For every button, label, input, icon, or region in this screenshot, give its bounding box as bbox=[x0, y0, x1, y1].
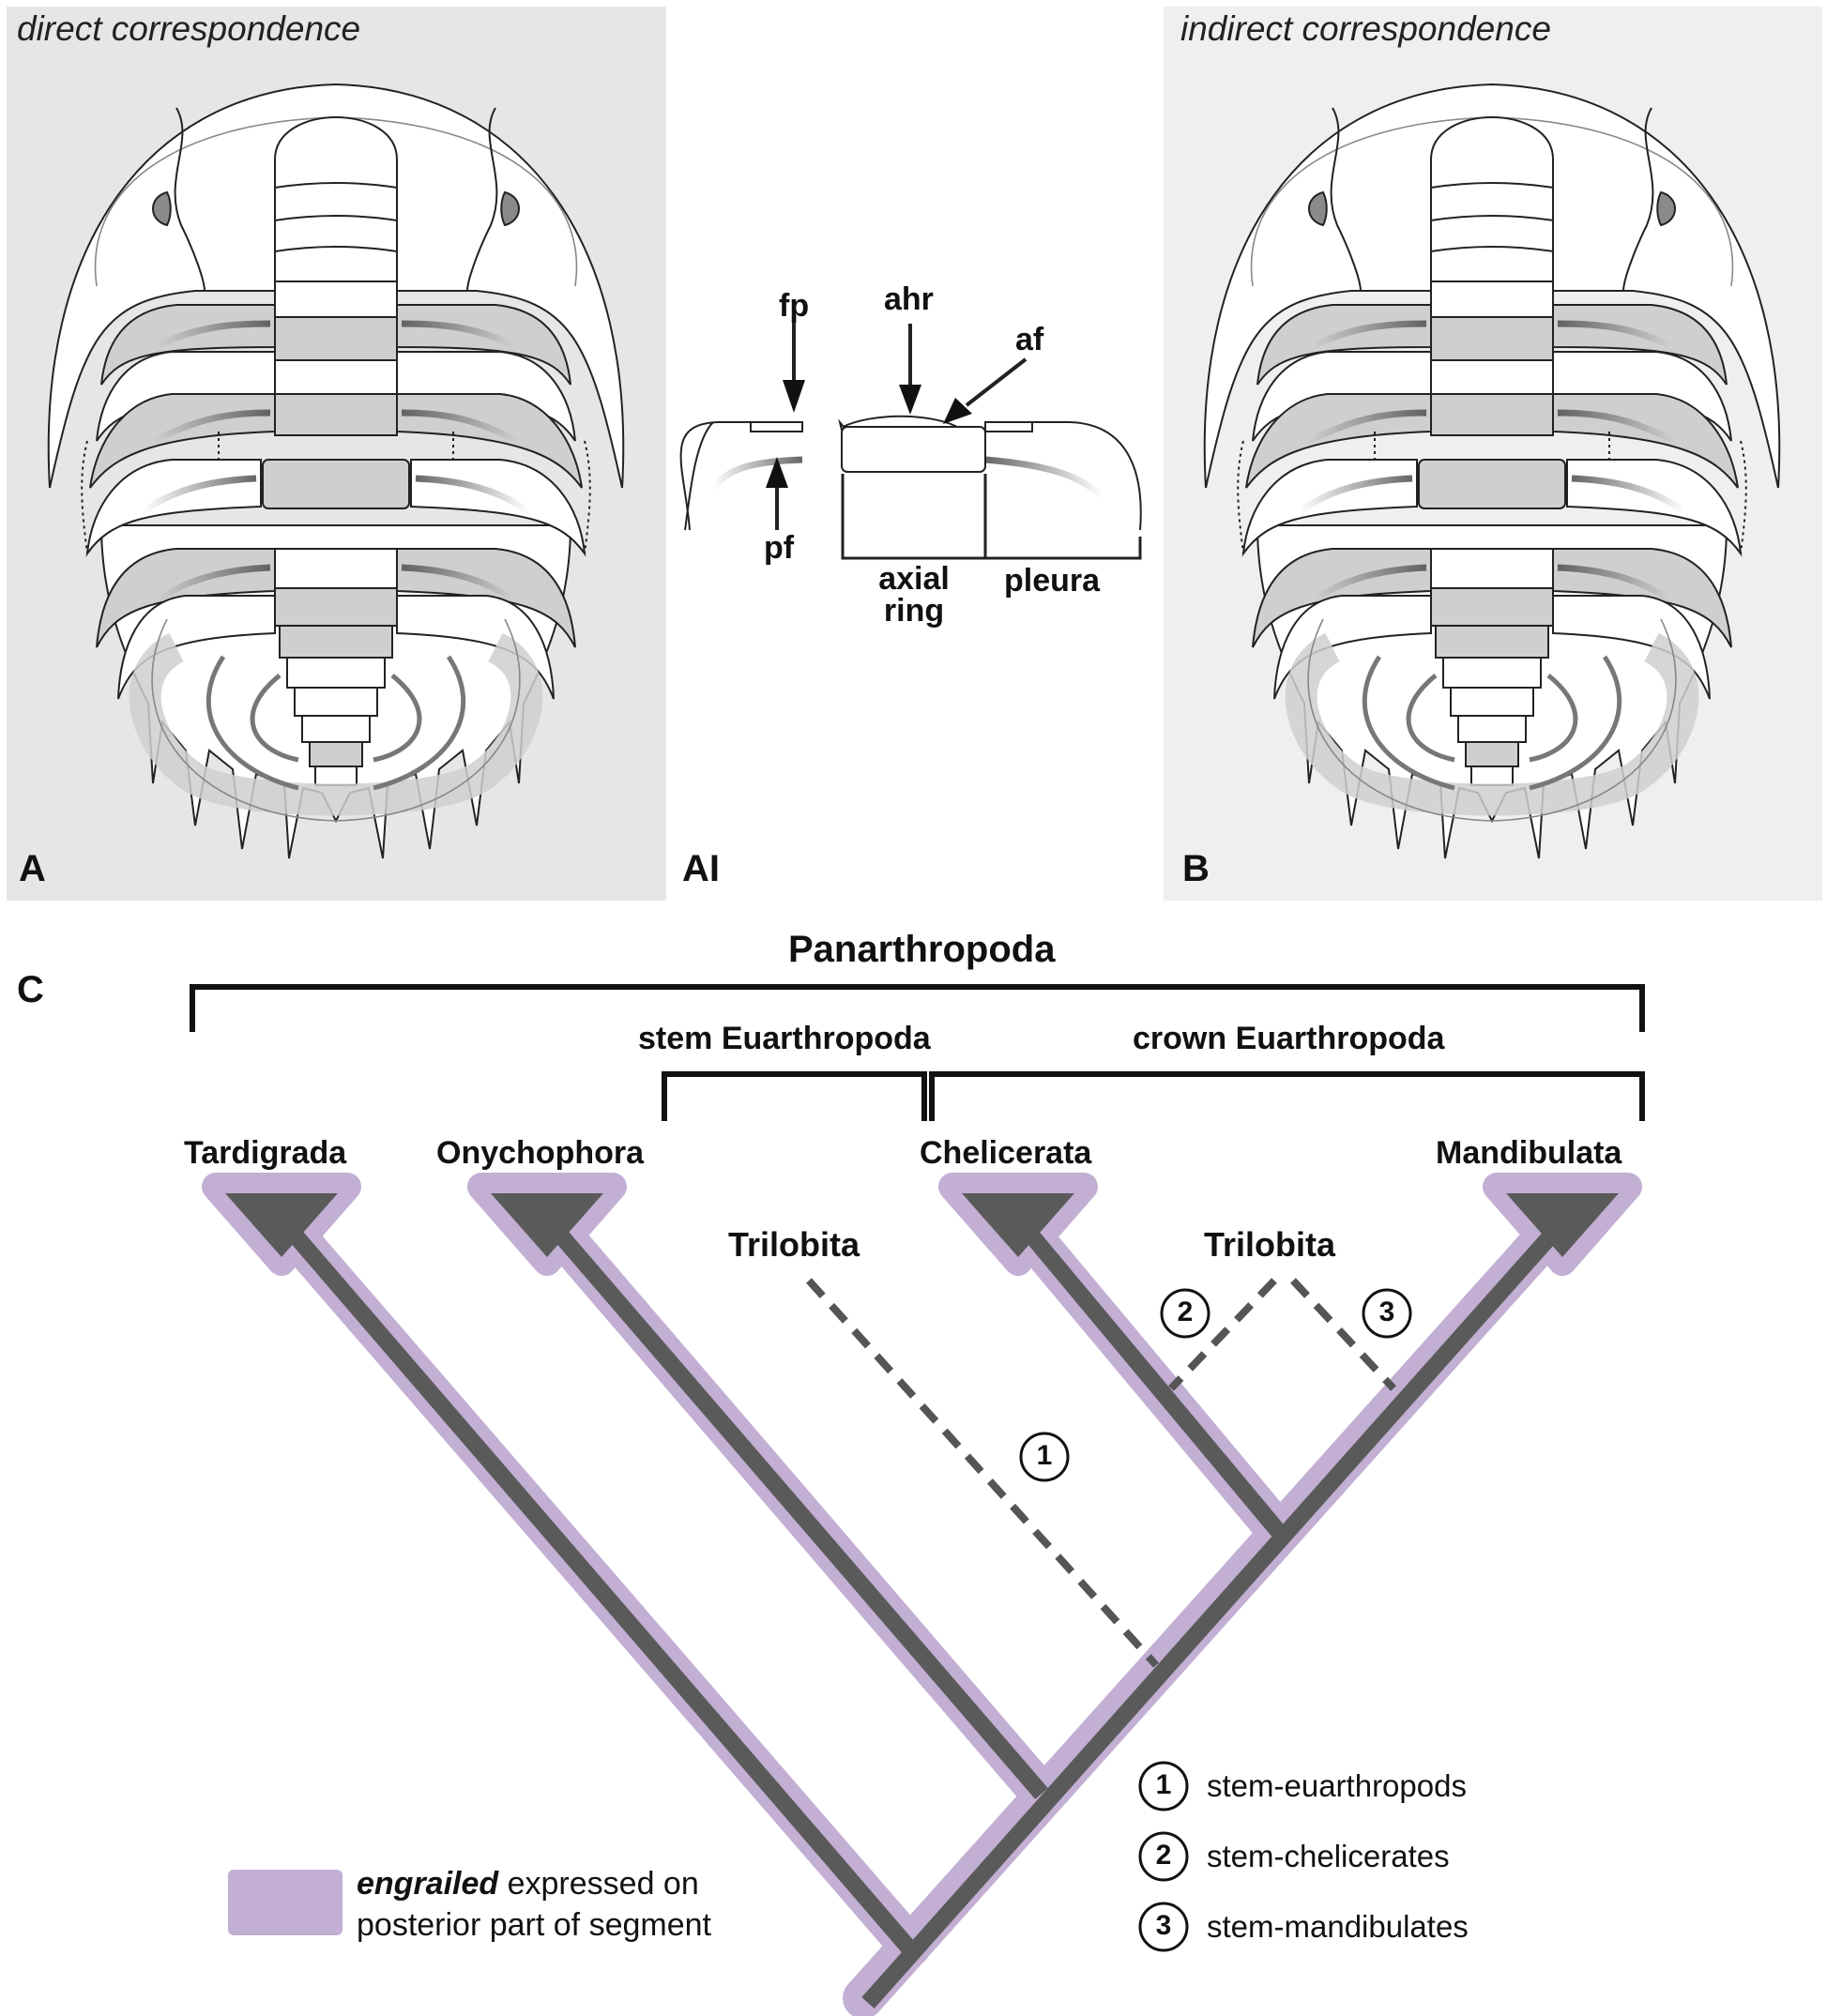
label-fp: fp bbox=[779, 288, 810, 324]
panel-a-title: direct correspondence bbox=[17, 9, 361, 48]
taxon-mandibulata: Mandibulata bbox=[1436, 1135, 1622, 1171]
panel-b-title: indirect correspondence bbox=[1180, 9, 1551, 48]
label-axial-ring: axial ring bbox=[863, 563, 965, 627]
legend-stem-mandibulates: stem-mandibulates bbox=[1207, 1909, 1469, 1944]
legend-engrailed: engrailed expressed on posterior part of… bbox=[357, 1863, 711, 1946]
phylogeny-tree bbox=[190, 984, 1645, 2016]
label-pf: pf bbox=[764, 530, 795, 566]
legend-1-marker bbox=[1138, 1761, 1189, 1811]
trilobita-label-crown: Trilobita bbox=[1204, 1225, 1336, 1264]
label-ahr: ahr bbox=[884, 281, 934, 317]
trilobita-label-stem: Trilobita bbox=[728, 1225, 860, 1264]
legend-stem-euarthropods: stem-euarthropods bbox=[1207, 1768, 1467, 1803]
placement-3-line bbox=[1290, 1278, 1396, 1391]
panel-a-letter: A bbox=[19, 848, 46, 889]
legend-engrailed-text2: posterior part of segment bbox=[357, 1907, 711, 1943]
label-stem-euarthropoda: stem Euarthropoda bbox=[638, 1021, 931, 1056]
placement-1-marker bbox=[1019, 1432, 1070, 1482]
triangle-chelicerata bbox=[962, 1193, 1074, 1257]
panel-c-letter: C bbox=[17, 969, 44, 1010]
taxon-chelicerata: Chelicerata bbox=[920, 1135, 1092, 1171]
label-panarthropoda: Panarthropoda bbox=[788, 929, 1056, 970]
legend-2-number: 2 bbox=[1155, 1840, 1172, 1871]
placement-2-number: 2 bbox=[1177, 1296, 1194, 1327]
trilobite-panels bbox=[7, 7, 1822, 901]
engrailed-triangle-halos bbox=[202, 1173, 1642, 1276]
placement-1-line bbox=[806, 1278, 1159, 1668]
triangle-tardigrada bbox=[225, 1193, 338, 1257]
placement-3-marker bbox=[1362, 1288, 1412, 1339]
legend-1-number: 1 bbox=[1155, 1769, 1172, 1800]
placement-2-line bbox=[1168, 1278, 1277, 1391]
placement-3-number: 3 bbox=[1378, 1296, 1395, 1327]
placement-1-number: 1 bbox=[1036, 1440, 1053, 1471]
taxon-tardigrada: Tardigrada bbox=[184, 1135, 347, 1171]
legend-3-marker bbox=[1138, 1902, 1189, 1952]
bracket-stem-euarthropoda bbox=[662, 1071, 927, 1121]
clade-triangles bbox=[225, 1193, 1619, 1257]
taxon-onychophora: Onychophora bbox=[436, 1135, 645, 1171]
trilobita-placements bbox=[806, 1278, 1396, 1668]
triangle-onychophora bbox=[491, 1193, 603, 1257]
label-af: af bbox=[1015, 322, 1044, 357]
tree-branches bbox=[275, 1214, 1572, 2008]
legend-2-marker bbox=[1138, 1831, 1189, 1882]
panel-ai-letter: AI bbox=[682, 848, 720, 889]
legend-engrailed-swatch bbox=[228, 1870, 343, 1935]
legend-engrailed-text1: expressed on bbox=[498, 1866, 699, 1902]
panel-b-letter: B bbox=[1182, 848, 1210, 889]
label-axial: axial bbox=[878, 561, 950, 597]
legend-engrailed-term: engrailed bbox=[357, 1866, 499, 1902]
label-ring: ring bbox=[883, 593, 945, 629]
bracket-panarthropoda bbox=[190, 984, 1645, 1032]
legend-3-number: 3 bbox=[1155, 1910, 1172, 1941]
placement-2-marker bbox=[1160, 1288, 1210, 1339]
label-crown-euarthropoda: crown Euarthropoda bbox=[1133, 1021, 1445, 1056]
triangle-mandibulata bbox=[1506, 1193, 1619, 1257]
label-pleura: pleura bbox=[1004, 563, 1101, 599]
segment-cross-section bbox=[679, 311, 1142, 560]
bracket-crown-euarthropoda bbox=[929, 1071, 1645, 1121]
legend-stem-chelicerates: stem-chelicerates bbox=[1207, 1839, 1450, 1873]
